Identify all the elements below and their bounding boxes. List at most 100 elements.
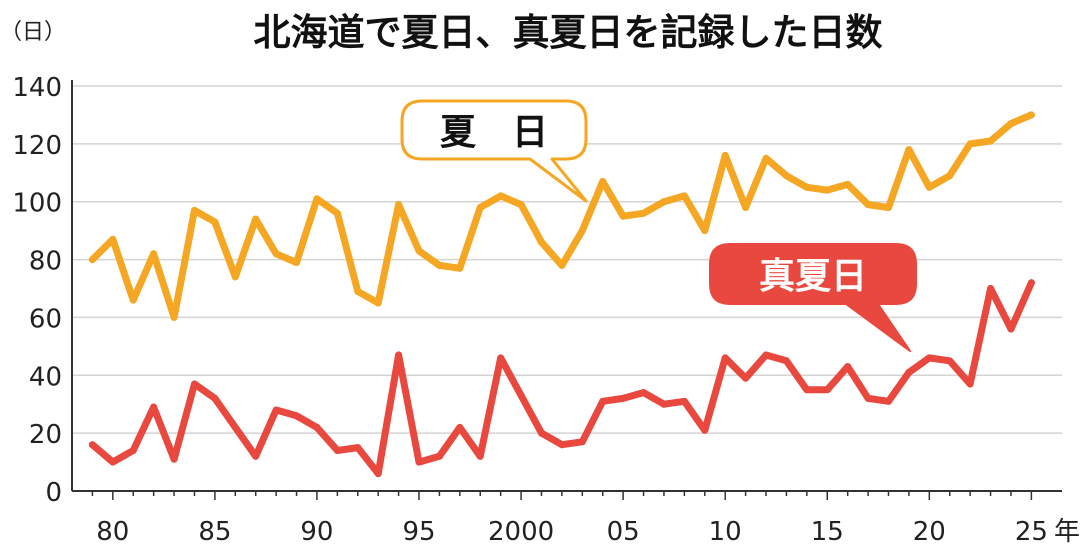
data-point [517, 392, 525, 400]
y-tick-label: 120 [12, 131, 62, 161]
data-point [884, 397, 892, 405]
x-axis-ticks: 80 85 90 95 2000 05 10 15 20 25 [91, 491, 1048, 547]
data-point [844, 363, 852, 371]
data-point [1027, 111, 1035, 119]
y-unit-label: （日） [0, 20, 66, 45]
data-point [660, 400, 668, 408]
data-point [640, 389, 648, 397]
data-point [456, 423, 464, 431]
data-point [293, 258, 301, 266]
data-point [313, 423, 321, 431]
data-point [844, 180, 852, 188]
data-point [252, 215, 260, 223]
data-point [782, 172, 790, 180]
data-point [354, 287, 362, 295]
x-tick-label: 10 [709, 517, 742, 547]
data-point [497, 192, 505, 200]
data-point [762, 351, 770, 359]
data-point [946, 172, 954, 180]
data-point [619, 212, 627, 220]
data-point [1007, 120, 1015, 128]
data-point [190, 380, 198, 388]
data-point [109, 458, 117, 466]
data-point [150, 250, 158, 258]
data-point [721, 354, 729, 362]
series-0-label: 夏 日 [440, 112, 548, 153]
x-tick-label: 25 [1015, 517, 1048, 547]
y-tick-label: 60 [29, 304, 62, 334]
data-point [905, 368, 913, 376]
data-point [803, 183, 811, 191]
data-point [925, 354, 933, 362]
data-point [782, 357, 790, 365]
x-tick-label: 95 [402, 517, 435, 547]
y-tick-label: 80 [29, 247, 62, 277]
data-point [742, 204, 750, 211]
data-point [946, 357, 954, 365]
x-tick-label: 90 [300, 517, 333, 547]
data-point [395, 201, 403, 209]
data-point [680, 192, 688, 200]
data-point [558, 261, 566, 269]
data-point [415, 458, 423, 466]
data-point [987, 285, 995, 292]
data-point [272, 250, 280, 258]
y-tick-label: 40 [29, 362, 62, 392]
data-point [293, 412, 301, 420]
data-point [619, 394, 627, 402]
data-point [170, 455, 178, 463]
data-point [925, 183, 933, 191]
data-point [109, 235, 117, 243]
axes [71, 80, 1062, 492]
data-point [599, 177, 607, 185]
y-tick-label: 0 [45, 478, 62, 508]
data-point [905, 146, 913, 154]
chart-title: 北海道で夏日、真夏日を記録した日数 [254, 11, 883, 54]
data-point [721, 151, 729, 159]
data-point [823, 186, 831, 194]
data-point [395, 351, 403, 359]
data-point [864, 201, 872, 209]
data-point [578, 438, 586, 446]
y-tick-label: 140 [12, 73, 62, 103]
data-point [762, 154, 770, 162]
data-point [537, 238, 545, 246]
data-point [313, 195, 321, 203]
y-tick-label: 100 [12, 189, 62, 219]
data-point [374, 299, 382, 307]
data-point [537, 429, 545, 437]
x-unit-label: 年 [1054, 517, 1080, 547]
data-point [680, 397, 688, 405]
data-point [823, 386, 831, 394]
series-0-callout-bubble [400, 99, 588, 203]
data-point [558, 441, 566, 449]
data-point [333, 447, 341, 454]
data-point [701, 227, 709, 235]
data-point [272, 406, 280, 414]
x-tick-label: 15 [811, 517, 844, 547]
data-point [88, 256, 96, 264]
data-point [150, 403, 158, 411]
data-point [640, 209, 648, 217]
data-point [578, 227, 586, 235]
x-tick-label: 05 [607, 517, 640, 547]
data-point [497, 354, 505, 362]
data-point [211, 394, 219, 402]
data-point [966, 140, 974, 148]
data-point [231, 423, 239, 431]
y-tick-label: 20 [29, 420, 62, 450]
data-point [374, 470, 382, 478]
data-point [1007, 325, 1015, 333]
data-point [415, 247, 423, 255]
data-point [476, 452, 484, 460]
data-point [190, 206, 198, 214]
data-point [129, 296, 137, 304]
data-point [231, 273, 239, 281]
data-point [129, 447, 137, 454]
x-tick-label: 85 [198, 517, 231, 547]
data-point [476, 204, 484, 211]
data-point [599, 397, 607, 405]
data-point [1027, 279, 1035, 287]
